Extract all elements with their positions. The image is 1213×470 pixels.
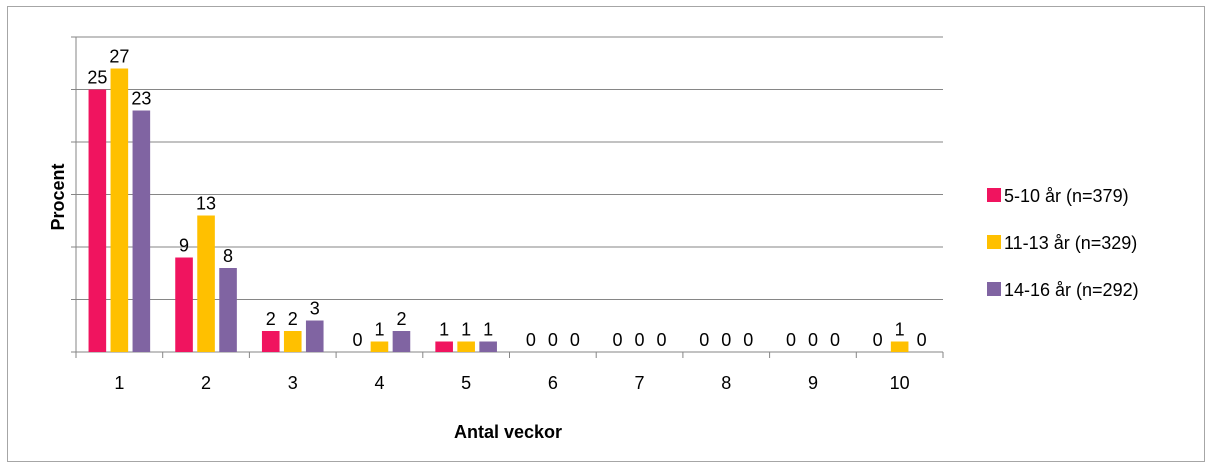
bar: [305, 320, 324, 352]
data-label: 1: [439, 320, 449, 340]
x-tick-label: 6: [548, 373, 558, 393]
data-label: 0: [743, 330, 753, 350]
data-label: 2: [396, 309, 406, 329]
bar: [132, 110, 151, 352]
x-tick-label: 2: [201, 373, 211, 393]
data-label: 2: [266, 309, 276, 329]
bar: [175, 257, 193, 352]
legend-label: 14-16 år (n=292): [1004, 280, 1139, 300]
data-label: 0: [699, 330, 709, 350]
legend-swatch: [987, 282, 1001, 296]
data-label: 13: [196, 194, 216, 214]
data-label: 1: [461, 320, 471, 340]
legend-label: 11-13 år (n=329): [1004, 233, 1137, 253]
data-label: 25: [87, 68, 107, 88]
data-label: 2: [288, 309, 298, 329]
x-axis-title: Antal veckor: [454, 422, 562, 442]
data-label: 0: [613, 330, 623, 350]
bar: [479, 341, 497, 352]
bar: [261, 331, 280, 352]
data-label: 27: [109, 47, 129, 67]
data-label: 0: [808, 330, 818, 350]
data-label: 0: [830, 330, 840, 350]
bar: [219, 268, 237, 352]
bar: [88, 89, 107, 352]
bar: [457, 341, 475, 352]
x-tick-label: 5: [461, 373, 471, 393]
bar: [435, 341, 453, 352]
data-label: 1: [483, 320, 493, 340]
y-axis-title: Procent: [48, 163, 68, 230]
x-tick-label: 1: [114, 373, 124, 393]
bar: [890, 341, 909, 352]
bar: [392, 331, 411, 352]
data-label: 1: [374, 320, 384, 340]
data-label: 0: [917, 330, 927, 350]
data-label: 0: [721, 330, 731, 350]
data-label: 9: [179, 236, 189, 256]
bar: [370, 341, 389, 352]
data-label: 0: [873, 330, 883, 350]
bar: [197, 215, 215, 352]
data-label: 3: [310, 299, 320, 319]
legend-swatch: [987, 188, 1001, 202]
x-tick-label: 10: [890, 373, 910, 393]
x-tick-labels: 1 2 3 4 5 6 7 8 9 10: [114, 373, 909, 393]
data-label: 0: [548, 330, 558, 350]
data-label: 1: [895, 320, 905, 340]
data-label: 23: [131, 89, 151, 109]
data-label: 0: [526, 330, 536, 350]
x-tick-label: 8: [721, 373, 731, 393]
x-tick-label: 4: [374, 373, 384, 393]
legend-label: 5-10 år (n=379): [1004, 186, 1129, 206]
x-tick-label: 3: [288, 373, 298, 393]
data-label: 0: [786, 330, 796, 350]
legend: 5-10 år (n=379) 11-13 år (n=329) 14-16 år …: [987, 186, 1139, 300]
legend-swatch: [987, 235, 1001, 249]
data-label: 0: [657, 330, 667, 350]
data-label: 0: [635, 330, 645, 350]
data-label: 8: [223, 246, 233, 266]
x-tick-label: 9: [808, 373, 818, 393]
bar: [110, 68, 129, 352]
bar: [283, 331, 302, 352]
bars: [88, 68, 909, 352]
data-label: 0: [570, 330, 580, 350]
x-tick-label: 7: [635, 373, 645, 393]
data-label: 0: [352, 330, 362, 350]
